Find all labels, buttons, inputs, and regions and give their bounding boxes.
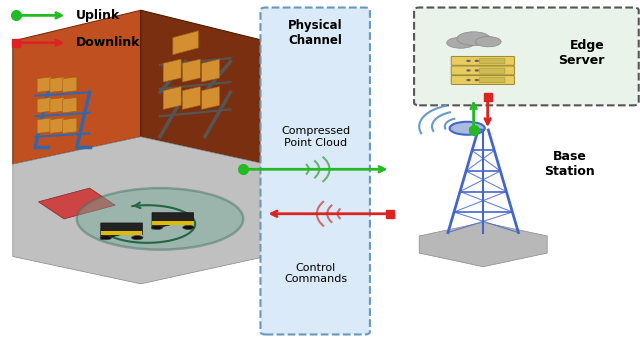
Ellipse shape bbox=[466, 60, 471, 62]
Text: Physical
Channel: Physical Channel bbox=[288, 19, 343, 47]
Ellipse shape bbox=[447, 37, 475, 48]
Polygon shape bbox=[38, 188, 115, 219]
Ellipse shape bbox=[100, 236, 112, 240]
FancyBboxPatch shape bbox=[451, 56, 515, 65]
FancyBboxPatch shape bbox=[479, 78, 505, 83]
Ellipse shape bbox=[132, 236, 143, 240]
Ellipse shape bbox=[474, 60, 479, 62]
Polygon shape bbox=[163, 87, 181, 109]
Text: Compressed
Point Cloud: Compressed Point Cloud bbox=[281, 126, 350, 148]
Polygon shape bbox=[63, 97, 77, 113]
Polygon shape bbox=[37, 97, 51, 113]
Polygon shape bbox=[141, 10, 266, 164]
Text: Control
Commands: Control Commands bbox=[284, 263, 347, 285]
Polygon shape bbox=[202, 59, 220, 82]
FancyBboxPatch shape bbox=[451, 76, 515, 84]
Polygon shape bbox=[37, 77, 51, 92]
Polygon shape bbox=[182, 59, 200, 82]
Polygon shape bbox=[50, 77, 64, 92]
Polygon shape bbox=[152, 213, 193, 229]
Ellipse shape bbox=[474, 69, 479, 72]
Ellipse shape bbox=[466, 79, 471, 81]
Polygon shape bbox=[101, 223, 143, 239]
Text: Edge
Server: Edge Server bbox=[559, 39, 605, 67]
Polygon shape bbox=[202, 87, 220, 109]
Polygon shape bbox=[13, 10, 141, 164]
FancyBboxPatch shape bbox=[260, 8, 370, 334]
Ellipse shape bbox=[77, 188, 243, 250]
FancyBboxPatch shape bbox=[414, 8, 639, 105]
Text: Uplink: Uplink bbox=[76, 9, 120, 22]
Ellipse shape bbox=[474, 79, 479, 81]
Ellipse shape bbox=[466, 69, 471, 72]
Ellipse shape bbox=[152, 225, 163, 229]
Ellipse shape bbox=[183, 225, 195, 229]
Ellipse shape bbox=[449, 122, 485, 135]
Polygon shape bbox=[63, 118, 77, 133]
Ellipse shape bbox=[476, 37, 501, 47]
Ellipse shape bbox=[457, 32, 490, 45]
Polygon shape bbox=[419, 222, 547, 267]
Polygon shape bbox=[63, 77, 77, 92]
FancyBboxPatch shape bbox=[479, 68, 505, 73]
FancyBboxPatch shape bbox=[479, 58, 505, 64]
Polygon shape bbox=[173, 31, 198, 55]
Polygon shape bbox=[101, 231, 143, 235]
Text: Base
Station: Base Station bbox=[544, 150, 595, 178]
Text: Downlink: Downlink bbox=[76, 36, 140, 49]
Polygon shape bbox=[163, 59, 181, 82]
Polygon shape bbox=[50, 118, 64, 133]
Polygon shape bbox=[13, 137, 266, 284]
FancyBboxPatch shape bbox=[451, 66, 515, 75]
Polygon shape bbox=[37, 118, 51, 133]
Polygon shape bbox=[152, 221, 193, 225]
Polygon shape bbox=[50, 97, 64, 113]
Polygon shape bbox=[182, 87, 200, 109]
